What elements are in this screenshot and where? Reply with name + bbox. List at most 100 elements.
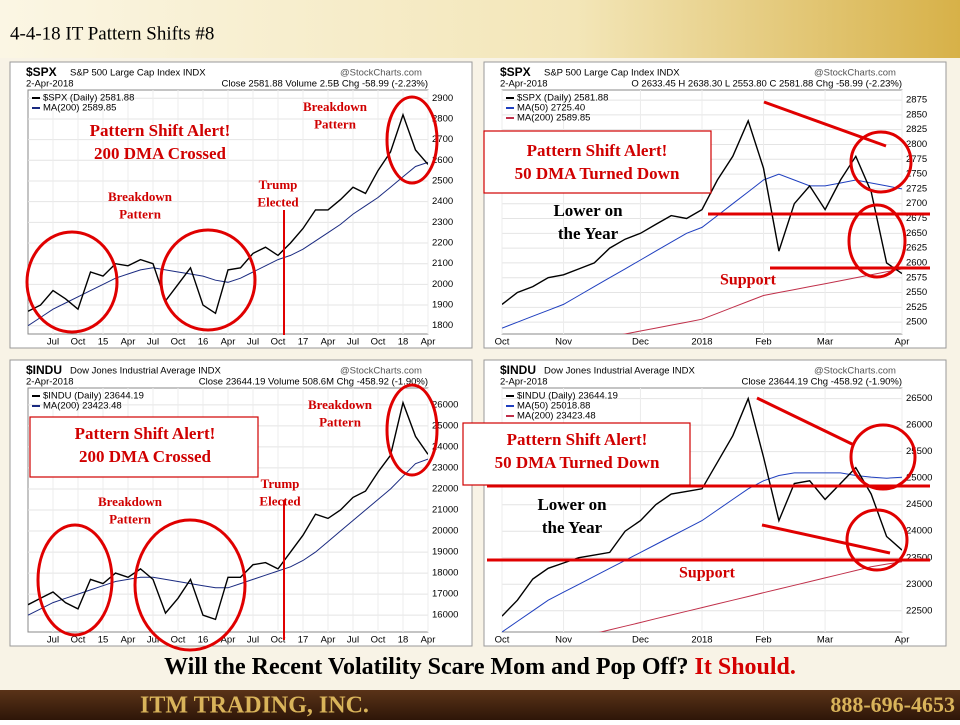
stats: Close 23644.19 Volume 508.6M Chg -458.92… — [199, 377, 428, 388]
circle — [385, 383, 439, 477]
x-tick-label: Apr — [321, 635, 336, 646]
source: @StockCharts.com — [814, 68, 896, 79]
y-tick-label: 2200 — [432, 238, 453, 249]
y-tick-label: 2625 — [906, 243, 927, 254]
x-tick-label: Jul — [247, 635, 259, 646]
x-tick-label: Dec — [632, 635, 649, 646]
x-tick-label: Oct — [495, 337, 510, 348]
chart: $INDU Dow Jones Industrial Average INDX @S… — [9, 359, 473, 647]
y-tick-label: 2750 — [906, 169, 927, 180]
y-tick-label: 2775 — [906, 154, 927, 165]
annotation: Pattern Shift Alert! 50 DMA Turned Down — [462, 422, 691, 486]
date: 2-Apr-2018 — [26, 79, 74, 90]
x-tick-label: Oct — [71, 337, 86, 348]
y-tick-label: 24000 — [432, 441, 458, 452]
source: @StockCharts.com — [814, 366, 896, 377]
y-tick-label: 2525 — [906, 302, 927, 313]
annotation-text: 50 DMA Turned Down — [495, 453, 660, 472]
x-tick-label: Oct — [171, 635, 186, 646]
x-tick-label: 18 — [398, 635, 409, 646]
annotation-box — [483, 130, 712, 194]
x-tick-label: Nov — [555, 635, 572, 646]
annotations: Pattern Shift Alert! 200 DMA Crossed Break… — [29, 99, 777, 582]
x-tick-label: Apr — [321, 337, 336, 348]
annotation: Breakdown Pattern — [308, 397, 373, 430]
x-tick-label: Apr — [121, 635, 136, 646]
x-tick-label: Dec — [632, 337, 649, 348]
y-tick-label: 2800 — [432, 113, 453, 124]
x-tick-label: Apr — [895, 337, 910, 348]
annotation-text: the Year — [542, 518, 603, 537]
x-tick-label: 17 — [298, 337, 309, 348]
x-tick-label: Oct — [271, 635, 286, 646]
annotation-text: 50 DMA Turned Down — [515, 164, 680, 183]
circle — [25, 230, 119, 334]
index-name: Dow Jones Industrial Average INDX — [70, 366, 222, 377]
date: 2-Apr-2018 — [500, 79, 548, 90]
y-tick-label: 2725 — [906, 183, 927, 194]
price-line — [598, 561, 902, 632]
annotation: Trump Elected — [257, 177, 299, 210]
date: 2-Apr-2018 — [26, 377, 74, 388]
annotation-text: Breakdown — [308, 397, 373, 412]
annotation: Support — [720, 272, 777, 289]
annotation-text: the Year — [558, 224, 619, 243]
legend-label: MA(200) 23423.48 — [517, 411, 596, 422]
y-tick-label: 1900 — [432, 300, 453, 311]
symbol: $INDU — [26, 363, 62, 377]
date: 2-Apr-2018 — [500, 377, 548, 388]
annotation: Pattern Shift Alert! 200 DMA Crossed — [29, 416, 259, 478]
y-tick-label: 18000 — [432, 568, 458, 579]
annotation-text: Pattern — [119, 207, 162, 222]
price-line — [28, 458, 428, 616]
annotation-text: Trump — [259, 177, 298, 192]
x-tick-label: Apr — [421, 635, 436, 646]
annotation-box — [462, 422, 691, 486]
annotation-text: Pattern — [109, 512, 152, 527]
x-tick-label: Mar — [817, 635, 833, 646]
question: Will the Recent Volatility Scare Mom and… — [164, 654, 796, 680]
circle — [36, 523, 114, 637]
y-tick-label: 2700 — [906, 198, 927, 209]
legend-label: MA(200) 23423.48 — [43, 401, 122, 412]
symbol: $SPX — [26, 65, 57, 79]
annotation-text: 200 DMA Crossed — [94, 144, 226, 163]
y-tick-label: 25500 — [906, 446, 932, 457]
y-tick-label: 2600 — [906, 257, 927, 268]
x-tick-label: 16 — [198, 635, 209, 646]
annotation-text: Elected — [257, 195, 299, 210]
x-tick-label: Apr — [121, 337, 136, 348]
question-highlight: It Should. — [695, 654, 796, 680]
x-tick-label: 18 — [398, 337, 409, 348]
price-line — [28, 112, 428, 315]
y-tick-label: 20000 — [432, 526, 458, 537]
trend-line — [761, 523, 891, 555]
annotation: Trump Elected — [259, 476, 301, 509]
y-tick-label: 22000 — [432, 483, 458, 494]
chart-frame — [9, 359, 473, 647]
price-line — [502, 118, 902, 305]
x-tick-label: Mar — [817, 337, 833, 348]
legend-label: MA(200) 2589.85 — [43, 103, 116, 114]
y-tick-label: 26000 — [432, 399, 458, 410]
annotation: Pattern Shift Alert! 200 DMA Crossed — [90, 121, 231, 163]
y-tick-label: 1800 — [432, 320, 453, 331]
y-tick-label: 17000 — [432, 589, 458, 600]
source: @StockCharts.com — [340, 68, 422, 79]
y-tick-label: 23000 — [432, 462, 458, 473]
slide-title: 4-4-18 IT Pattern Shifts #8 — [10, 23, 214, 44]
x-tick-label: Oct — [371, 337, 386, 348]
y-tick-label: 21000 — [432, 505, 458, 516]
circle — [847, 203, 907, 279]
y-tick-label: 26000 — [906, 420, 932, 431]
annotation: Breakdown Pattern — [98, 494, 163, 527]
annotation-text: Pattern — [314, 117, 357, 132]
y-tick-label: 2825 — [906, 124, 927, 135]
y-tick-label: 25000 — [906, 473, 932, 484]
x-tick-label: Jul — [347, 337, 359, 348]
legend-label: MA(50) 25018.88 — [517, 401, 590, 412]
x-tick-label: Feb — [755, 337, 771, 348]
x-tick-label: 15 — [98, 337, 109, 348]
annotation-text: 200 DMA Crossed — [79, 447, 211, 466]
